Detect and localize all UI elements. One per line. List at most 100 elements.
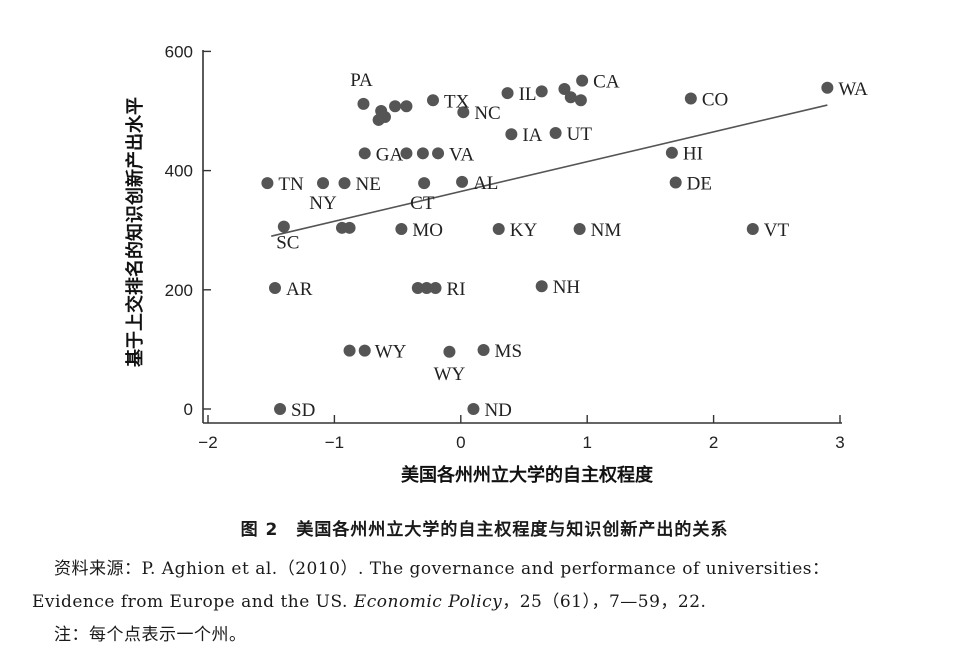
y-tick-label: 600 <box>165 42 193 61</box>
source-journal: Economic Policy <box>353 592 503 612</box>
data-point <box>357 97 370 110</box>
data-point <box>343 221 356 234</box>
chart-axes: 0 200 400 600 −2 −1 0 1 2 3 <box>165 42 845 452</box>
data-point <box>378 110 391 123</box>
data-point <box>665 146 678 159</box>
source-volume: ，25（61），7—59，22. <box>502 592 707 612</box>
point-label: UT <box>567 124 593 145</box>
y-tick-label: 400 <box>165 162 193 181</box>
y-tick-label: 200 <box>165 281 193 300</box>
point-label: HI <box>683 144 703 165</box>
x-tick-label: 1 <box>582 433 591 452</box>
data-point <box>400 147 413 160</box>
data-point <box>746 223 759 236</box>
data-point <box>432 147 445 160</box>
data-point <box>535 280 548 293</box>
source-citation: Evidence from Europe and the US. <box>32 592 354 612</box>
data-point <box>684 92 697 105</box>
point-label: NM <box>591 220 622 241</box>
data-point <box>457 106 470 119</box>
point-label: NH <box>553 277 581 298</box>
point-label: CO <box>702 89 728 110</box>
source-line-1: 资料来源：P. Aghion et al.（2010）. The governa… <box>54 559 830 579</box>
point-label: VA <box>449 144 474 165</box>
point-label: CA <box>593 72 620 93</box>
point-label: WY <box>434 364 466 385</box>
figure-source: 资料来源：P. Aghion et al.（2010）. The governa… <box>32 553 962 652</box>
data-point <box>358 344 371 357</box>
x-tick-label: 3 <box>835 433 844 452</box>
point-label: VT <box>764 220 790 241</box>
point-label: TN <box>278 174 304 195</box>
point-label: MS <box>495 341 522 362</box>
point-label: SD <box>291 400 315 421</box>
data-point <box>261 177 274 190</box>
data-point <box>268 282 281 295</box>
data-point <box>400 100 413 113</box>
data-point <box>535 85 548 98</box>
point-label: WY <box>375 342 407 363</box>
data-point <box>576 74 589 87</box>
data-point <box>277 220 290 233</box>
point-label: AR <box>286 279 313 300</box>
point-label: NE <box>356 174 381 195</box>
y-tick-label: 0 <box>184 400 193 419</box>
point-label: TX <box>444 91 470 112</box>
data-point <box>338 177 351 190</box>
data-point <box>274 403 287 415</box>
x-tick-label: −1 <box>325 433 344 452</box>
figure-number: 图 2 <box>240 520 279 540</box>
data-point <box>564 91 577 104</box>
data-point <box>501 87 514 100</box>
data-point <box>317 177 330 190</box>
point-label: ND <box>484 400 511 421</box>
figure-title: 美国各州州立大学的自主权程度与知识创新产出的关系 <box>296 520 729 540</box>
data-point <box>411 282 424 295</box>
data-point <box>821 81 834 94</box>
point-label: SC <box>276 233 299 254</box>
data-point <box>358 147 371 160</box>
point-label: DE <box>687 174 712 195</box>
point-label: IL <box>519 84 537 105</box>
trend-line-group <box>271 104 828 237</box>
data-point <box>416 147 429 160</box>
point-label: PA <box>350 70 373 91</box>
point-label: WA <box>838 79 868 100</box>
data-point <box>426 94 439 107</box>
point-label: CT <box>410 193 435 214</box>
source-line-2: Evidence from Europe and the US. Economi… <box>32 586 962 619</box>
point-label: GA <box>376 144 404 165</box>
data-point <box>573 223 586 236</box>
data-point <box>549 127 562 140</box>
data-point <box>395 223 408 236</box>
data-point <box>558 82 571 95</box>
point-label: MO <box>412 220 443 241</box>
data-point <box>492 223 505 236</box>
point-label: KY <box>510 220 538 241</box>
x-axis-title: 美国各州州立大学的自主权程度 <box>401 464 654 486</box>
point-label: AL <box>473 173 498 194</box>
data-point <box>389 100 402 113</box>
data-point <box>467 403 480 415</box>
x-tick-label: −2 <box>198 433 217 452</box>
data-point <box>429 282 442 295</box>
trend-line <box>271 104 828 237</box>
data-point <box>343 344 356 357</box>
figure-caption: 图 2 美国各州州立大学的自主权程度与知识创新产出的关系 <box>0 515 969 540</box>
point-label: IA <box>522 125 542 146</box>
point-label: RI <box>447 279 466 300</box>
figure-note: 注：每个点表示一个州。 <box>54 625 247 645</box>
data-point <box>505 128 518 141</box>
point-label: NY <box>309 193 337 214</box>
data-point <box>477 343 490 356</box>
data-point <box>574 94 587 107</box>
data-point <box>456 175 469 188</box>
y-axis-title: 基于上交排名的知识创新产出水平 <box>124 97 146 368</box>
data-point <box>418 177 431 190</box>
x-tick-label: 2 <box>709 433 718 452</box>
data-points <box>261 74 834 415</box>
point-label: NC <box>474 103 500 124</box>
data-point <box>443 345 456 358</box>
